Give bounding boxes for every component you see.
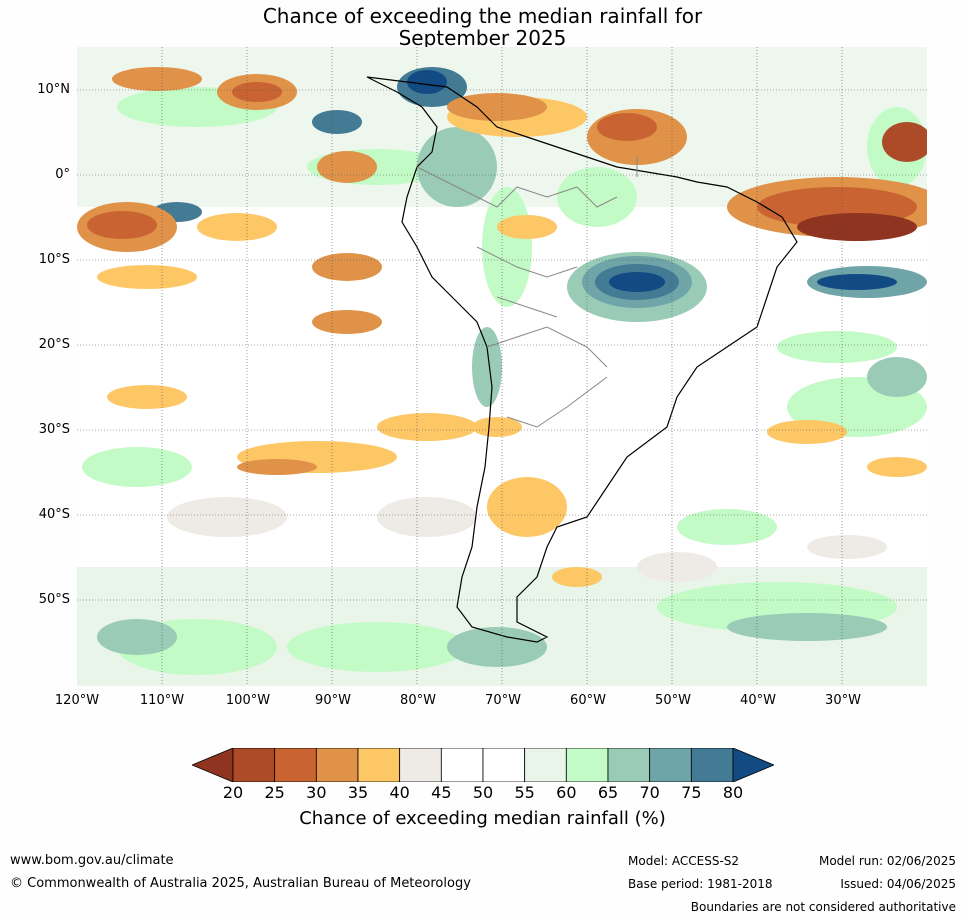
graticule <box>77 47 927 686</box>
footer-model: Model: ACCESS-S2 <box>628 854 740 868</box>
colorbar-segment <box>565 748 609 782</box>
lat-label-40s: 40°S <box>38 507 70 522</box>
footer-base-period: Base period: 1981-2018 <box>628 877 773 891</box>
lon-label-80w: 80°W <box>400 693 436 708</box>
lat-label-10n: 10°N <box>37 82 70 97</box>
lon-label-120w: 120°W <box>54 693 100 708</box>
footer-copyright: © Commonwealth of Australia 2025, Austra… <box>10 876 471 891</box>
colorbar <box>192 748 774 782</box>
colorbar-label: Chance of exceeding median rainfall (%) <box>299 808 666 829</box>
footer-model-run: Model run: 02/06/2025 <box>818 854 956 868</box>
map-title-line2: September 2025 <box>398 26 567 50</box>
lon-label-30w: 30°W <box>825 693 861 708</box>
anomaly-shading <box>77 47 927 686</box>
lon-label-40w: 40°W <box>740 693 776 708</box>
lon-label-90w: 90°W <box>315 693 351 708</box>
colorbar-tick-label: 40 <box>389 783 410 802</box>
map-canvas <box>77 47 927 686</box>
colorbar-segment <box>315 748 359 782</box>
colorbar-tick-label: 20 <box>222 783 244 802</box>
colorbar-tick-label: 60 <box>556 783 577 802</box>
lon-label-110w: 110°W <box>139 693 185 708</box>
colorbar-tick-label: 45 <box>431 783 452 802</box>
lat-label-30s: 30°S <box>38 422 70 437</box>
colorbar-arrow-high <box>732 748 774 782</box>
footer-url: www.bom.gov.au/climate <box>10 853 174 868</box>
colorbar-tick-label: 55 <box>514 783 535 802</box>
colorbar-segment <box>274 748 317 782</box>
lat-label-20s: 20°S <box>38 337 70 352</box>
colorbar-segment <box>649 748 692 782</box>
colorbar-tick-label: 25 <box>264 783 285 802</box>
colorbar-tick-label: 70 <box>639 783 660 802</box>
lat-label-10s: 10°S <box>38 252 70 267</box>
colorbar-tick-label: 30 <box>306 783 327 802</box>
lon-label-100w: 100°W <box>225 693 271 708</box>
colorbar-tick-label: 65 <box>597 783 619 802</box>
rainfall-map <box>77 47 927 686</box>
footer-issued: Issued: 04/06/2025 <box>840 877 956 891</box>
footer-disclaimer: Boundaries are not considered authoritat… <box>690 900 956 914</box>
colorbar-segment <box>399 748 442 782</box>
colorbar-tick-label: 80 <box>722 783 744 802</box>
colorbar-tick-label: 35 <box>347 783 369 802</box>
colorbar-tick-label: 75 <box>681 783 702 802</box>
map-title-line1: Chance of exceeding the median rainfall … <box>262 4 703 28</box>
coastline <box>366 76 798 643</box>
colorbar-segment <box>690 748 734 782</box>
colorbar-segment <box>357 748 401 782</box>
colorbar-segment <box>440 748 484 782</box>
colorbar-segment <box>482 748 526 782</box>
colorbar-segment <box>232 748 276 782</box>
lon-label-70w: 70°W <box>485 693 521 708</box>
lat-label-0: 0° <box>55 167 70 182</box>
colorbar-arrow-low <box>192 748 234 782</box>
lon-label-60w: 60°W <box>570 693 606 708</box>
lon-label-50w: 50°W <box>655 693 691 708</box>
country-boundaries <box>416 157 638 428</box>
colorbar-segment <box>607 748 651 782</box>
colorbar-segment <box>524 748 567 782</box>
lat-label-50s: 50°S <box>38 592 70 607</box>
colorbar-tick-label: 50 <box>472 783 494 802</box>
